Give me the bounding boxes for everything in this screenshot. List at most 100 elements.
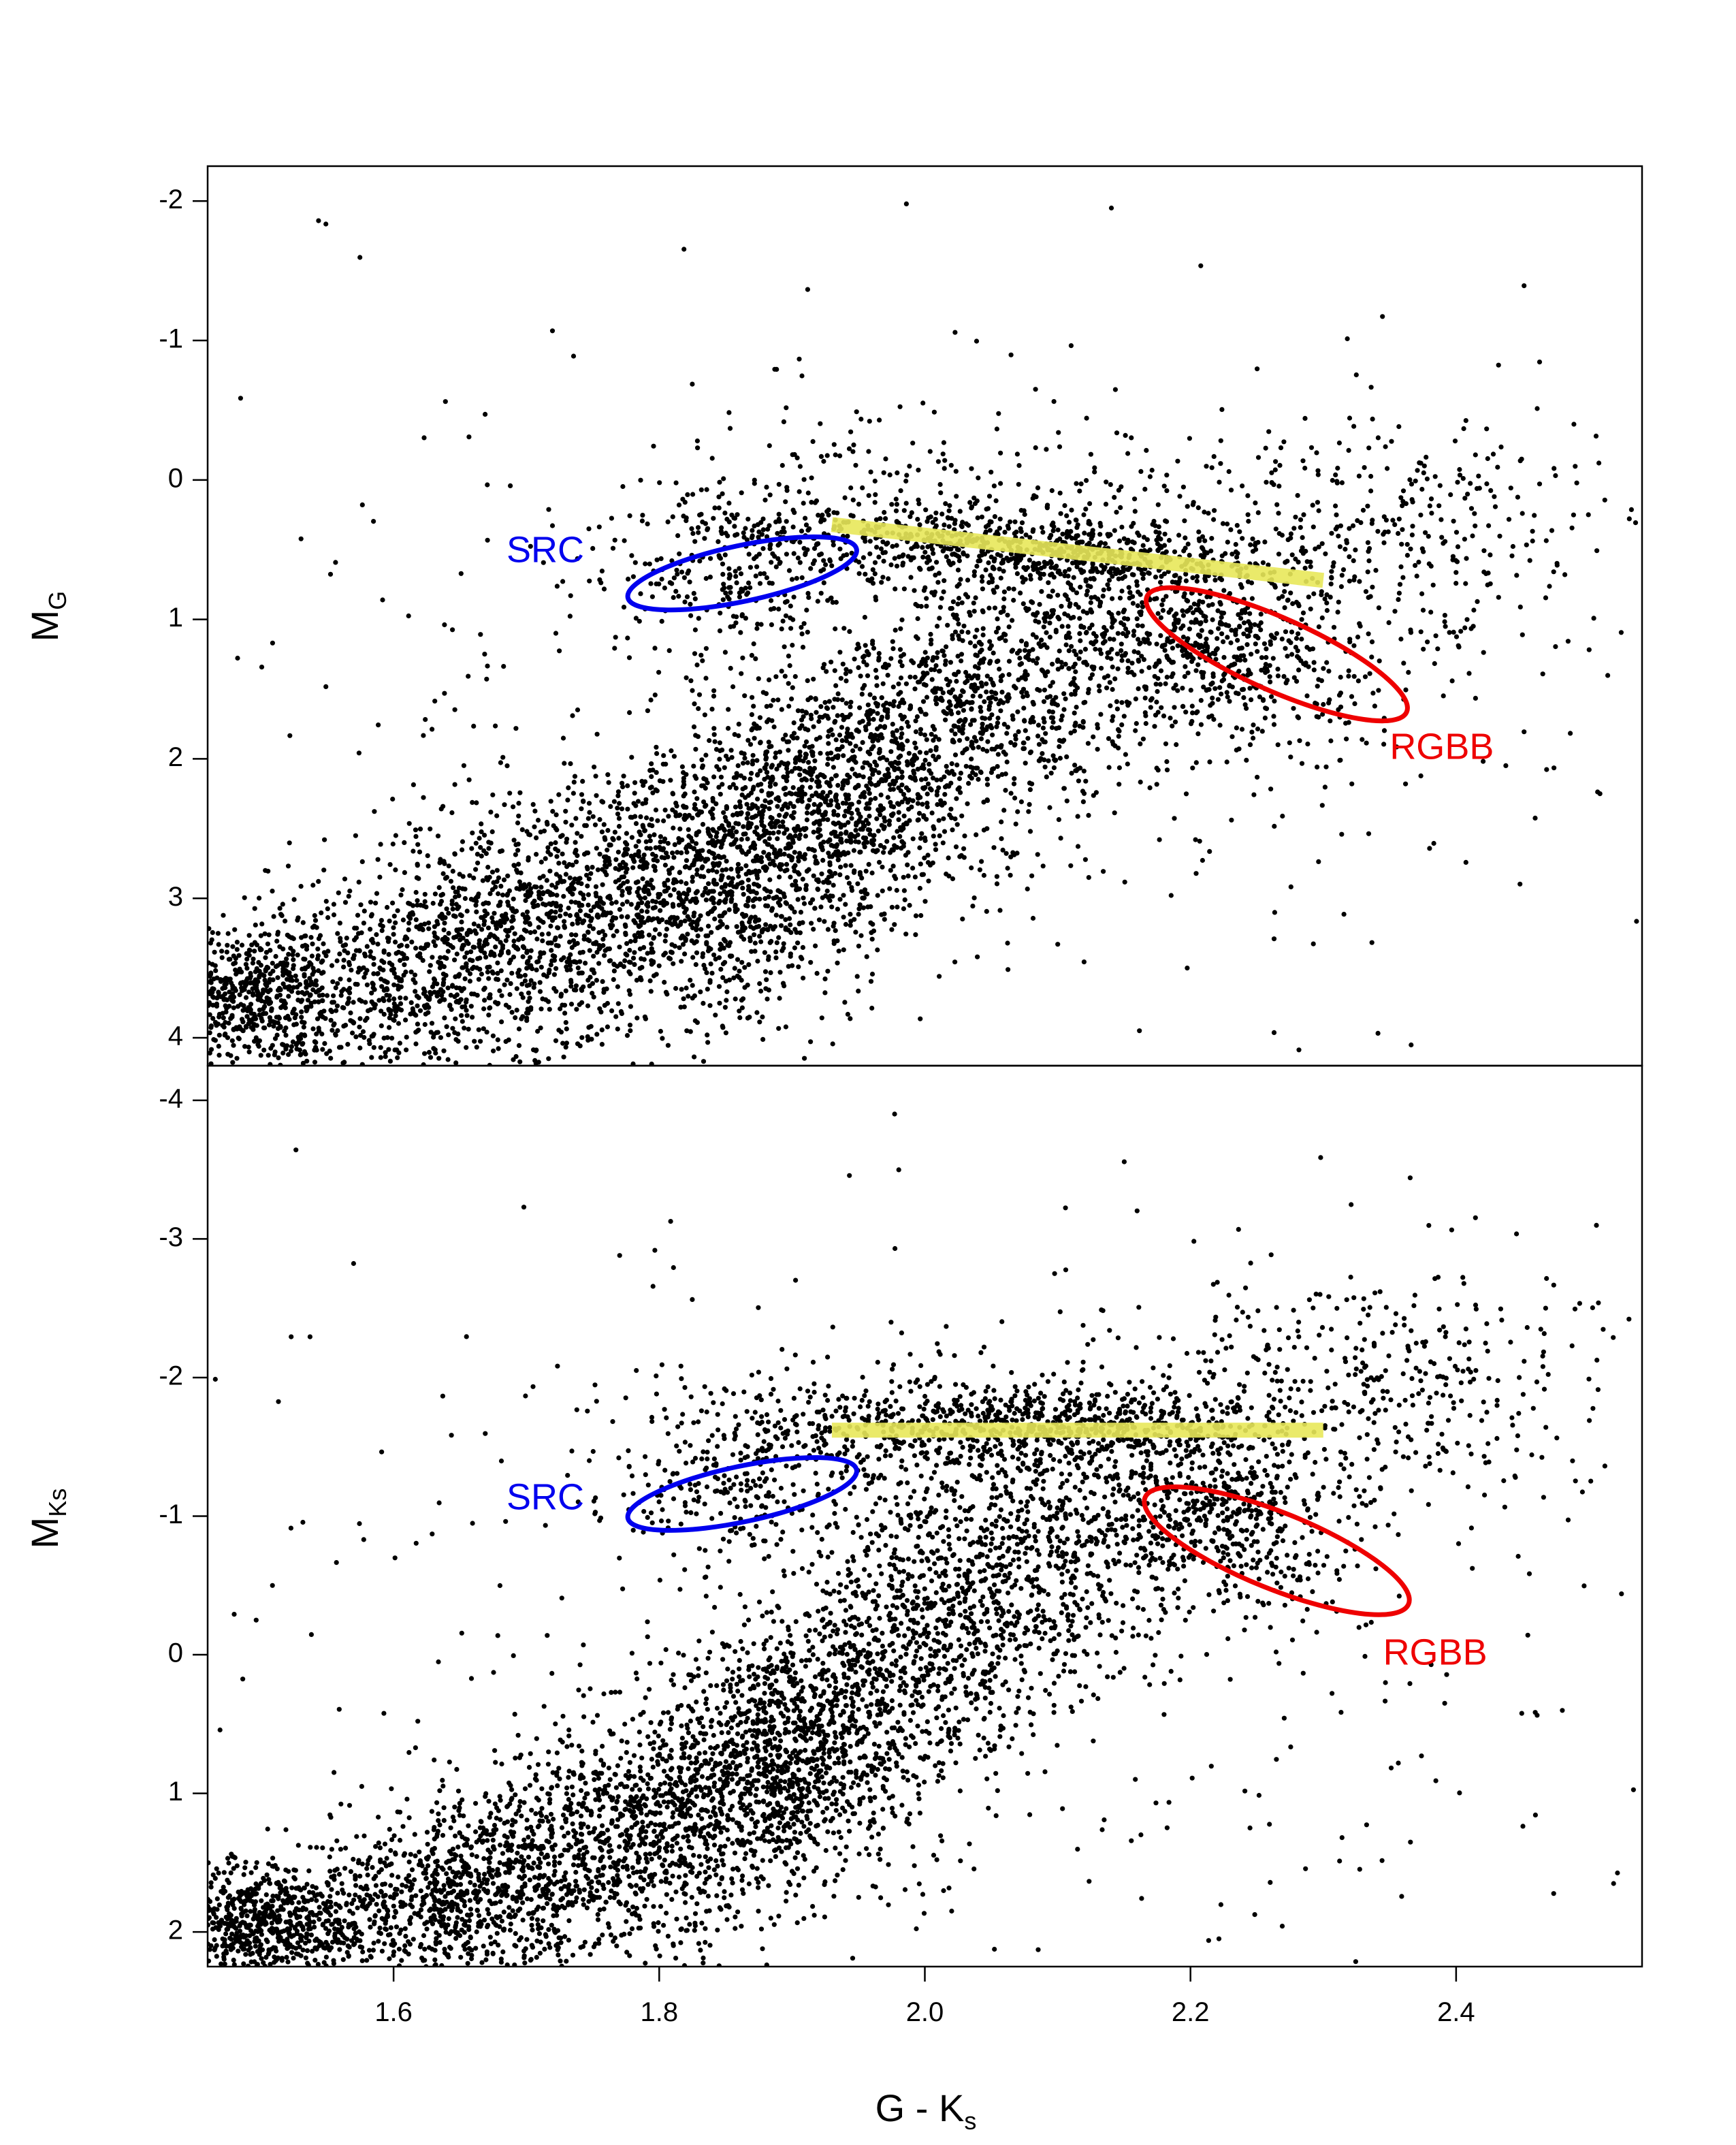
data-point: [858, 416, 864, 422]
data-point: [320, 1047, 325, 1052]
data-point: [958, 770, 963, 776]
data-point: [820, 812, 826, 819]
data-point: [223, 985, 228, 991]
data-point: [818, 704, 824, 710]
data-point: [571, 780, 577, 785]
data-point: [585, 977, 591, 983]
data-point: [916, 680, 921, 685]
data-point: [860, 895, 865, 901]
data-point: [1144, 447, 1149, 454]
data-point: [817, 735, 822, 740]
data-point: [924, 695, 930, 700]
data-point: [856, 943, 861, 949]
data-point: [822, 662, 827, 667]
data-point: [445, 985, 451, 991]
data-point: [837, 872, 843, 878]
data-point: [917, 845, 922, 851]
data-point: [623, 930, 628, 936]
data-point: [792, 826, 797, 831]
data-point: [804, 777, 809, 783]
data-point: [653, 787, 658, 793]
data-point: [464, 908, 470, 914]
data-point: [690, 815, 695, 821]
data-point: [863, 890, 868, 895]
data-point: [341, 957, 347, 963]
data-point: [788, 951, 793, 957]
data-point: [482, 939, 488, 944]
data-point: [540, 938, 545, 944]
data-point: [455, 1031, 461, 1036]
data-point: [797, 772, 803, 778]
data-point: [871, 833, 877, 838]
data-point: [708, 947, 713, 952]
data-point: [615, 1001, 621, 1006]
data-point: [779, 707, 784, 712]
data-point: [723, 1030, 728, 1036]
data-point: [594, 793, 599, 798]
data-point: [511, 954, 517, 959]
data-point: [553, 1038, 559, 1043]
data-point: [941, 440, 946, 445]
data-point: [895, 904, 900, 910]
data-point: [494, 868, 500, 873]
data-point: [585, 883, 590, 889]
data-point: [398, 957, 403, 964]
data-point: [592, 822, 598, 827]
data-point: [653, 807, 659, 813]
data-point: [1057, 755, 1063, 761]
data-point: [1092, 594, 1097, 600]
data-point: [320, 998, 325, 1004]
data-point: [663, 933, 669, 938]
data-point: [833, 795, 838, 800]
data-point: [442, 940, 447, 945]
data-point: [662, 862, 669, 868]
data-point: [574, 959, 579, 965]
data-point: [324, 1051, 329, 1056]
data-point: [1175, 643, 1180, 648]
data-point: [782, 644, 787, 650]
data-point: [843, 793, 850, 799]
data-point: [889, 927, 895, 932]
data-point: [849, 885, 854, 890]
data-point: [283, 1047, 289, 1052]
data-point: [221, 912, 226, 918]
data-point: [538, 951, 544, 957]
data-point: [413, 1013, 419, 1018]
data-point: [913, 718, 918, 724]
data-point: [262, 977, 268, 983]
data-point: [564, 1040, 570, 1046]
data-point: [777, 996, 782, 1001]
data-point: [342, 900, 349, 905]
data-point: [941, 816, 946, 821]
data-point: [280, 1050, 286, 1055]
data-point: [438, 899, 445, 904]
data-point: [957, 785, 962, 791]
data-point: [335, 1028, 340, 1034]
data-point: [225, 931, 231, 936]
data-point: [656, 895, 661, 900]
data-point: [283, 1015, 289, 1021]
data-point: [514, 908, 519, 914]
data-point: [479, 971, 485, 977]
data-point: [936, 818, 942, 823]
data-point: [1021, 740, 1027, 746]
data-point: [1125, 451, 1131, 456]
data-point: [711, 900, 716, 906]
data-point: [583, 912, 589, 918]
data-point: [337, 921, 342, 926]
data-point: [773, 674, 779, 680]
data-point: [1299, 617, 1304, 622]
data-point: [1050, 720, 1056, 725]
data-point: [717, 825, 722, 831]
data-point: [810, 753, 816, 759]
data-point: [404, 1047, 409, 1053]
data-point: [602, 863, 608, 868]
data-point: [775, 888, 781, 893]
data-point: [817, 793, 823, 798]
data-point: [749, 815, 755, 821]
data-point: [421, 795, 426, 800]
data-point: [624, 1033, 630, 1038]
data-point: [689, 938, 694, 944]
data-point: [658, 834, 664, 840]
data-point: [299, 935, 304, 940]
